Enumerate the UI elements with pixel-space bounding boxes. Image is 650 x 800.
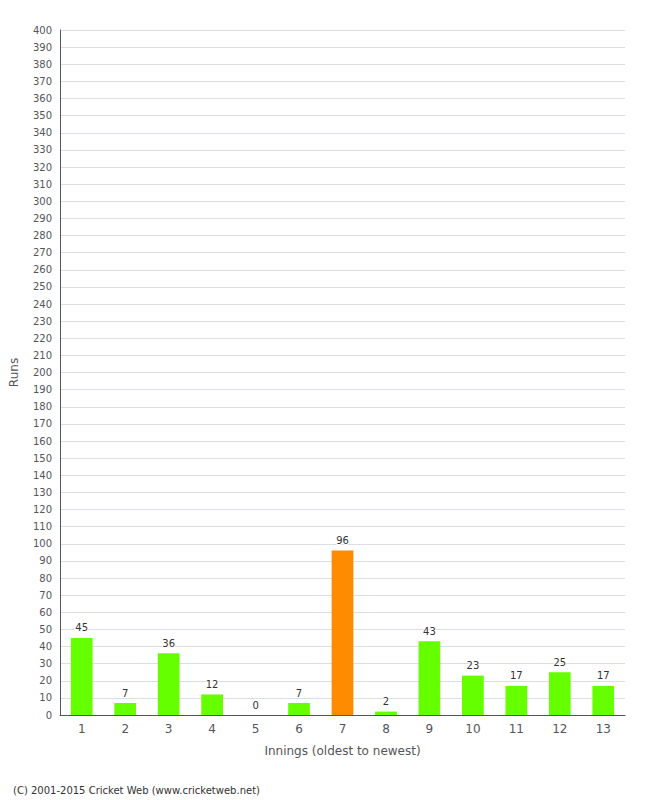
svg-text:130: 130 [33,487,52,498]
svg-text:13: 13 [596,722,611,736]
svg-text:340: 340 [33,127,52,138]
svg-text:17: 17 [597,670,610,681]
svg-text:2: 2 [383,696,389,707]
svg-text:120: 120 [33,504,52,515]
svg-text:Runs: Runs [7,358,21,387]
svg-text:25: 25 [553,657,566,668]
svg-text:0: 0 [252,700,258,711]
svg-text:0: 0 [46,710,52,721]
svg-text:300: 300 [33,196,52,207]
svg-text:280: 280 [33,230,52,241]
svg-text:260: 260 [33,264,52,275]
svg-text:11: 11 [509,722,524,736]
svg-text:210: 210 [33,350,52,361]
svg-text:5: 5 [252,722,260,736]
svg-text:12: 12 [206,679,219,690]
svg-text:8: 8 [382,722,390,736]
svg-text:250: 250 [33,281,52,292]
svg-text:220: 220 [33,333,52,344]
svg-text:230: 230 [33,316,52,327]
svg-text:12: 12 [552,722,567,736]
svg-text:60: 60 [39,607,52,618]
svg-text:36: 36 [162,638,175,649]
svg-text:390: 390 [33,42,52,53]
svg-text:290: 290 [33,213,52,224]
svg-text:17: 17 [510,670,523,681]
svg-text:180: 180 [33,401,52,412]
svg-text:50: 50 [39,624,52,635]
svg-text:310: 310 [33,179,52,190]
svg-text:80: 80 [39,573,52,584]
svg-text:7: 7 [339,722,347,736]
svg-text:100: 100 [33,538,52,549]
svg-text:2: 2 [121,722,129,736]
svg-text:70: 70 [39,590,52,601]
svg-text:10: 10 [39,692,52,703]
svg-text:20: 20 [39,675,52,686]
svg-text:150: 150 [33,453,52,464]
svg-text:160: 160 [33,436,52,447]
svg-text:43: 43 [423,626,436,637]
svg-text:(C) 2001-2015 Cricket Web (www: (C) 2001-2015 Cricket Web (www.cricketwe… [13,785,260,796]
svg-text:200: 200 [33,367,52,378]
svg-text:30: 30 [39,658,52,669]
svg-text:Innings (oldest to newest): Innings (oldest to newest) [264,744,420,758]
svg-text:110: 110 [33,521,52,532]
svg-text:190: 190 [33,384,52,395]
svg-text:4: 4 [208,722,216,736]
svg-text:45: 45 [75,622,88,633]
svg-text:96: 96 [336,535,349,546]
svg-text:330: 330 [33,144,52,155]
svg-text:90: 90 [39,555,52,566]
svg-text:350: 350 [33,110,52,121]
svg-text:320: 320 [33,162,52,173]
svg-text:270: 270 [33,247,52,258]
svg-text:6: 6 [295,722,303,736]
svg-text:9: 9 [426,722,434,736]
svg-text:400: 400 [33,25,52,36]
svg-text:23: 23 [467,660,480,671]
svg-text:380: 380 [33,59,52,70]
svg-text:7: 7 [296,688,302,699]
svg-text:240: 240 [33,299,52,310]
svg-text:360: 360 [33,93,52,104]
svg-text:40: 40 [39,641,52,652]
svg-text:370: 370 [33,76,52,87]
svg-text:7: 7 [122,688,128,699]
svg-text:10: 10 [465,722,480,736]
svg-text:1: 1 [78,722,86,736]
svg-text:3: 3 [165,722,173,736]
svg-text:140: 140 [33,470,52,481]
svg-text:170: 170 [33,418,52,429]
